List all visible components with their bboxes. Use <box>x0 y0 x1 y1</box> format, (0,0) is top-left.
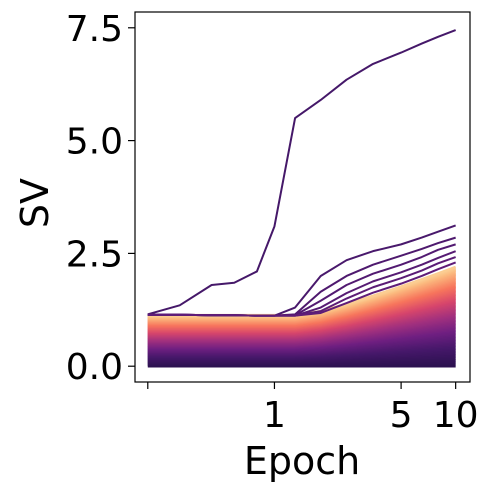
y-tick-label: 0.0 <box>66 347 123 388</box>
x-tick-label: 1 <box>263 395 286 436</box>
plot-area <box>147 29 457 368</box>
y-axis: 0.0 2.5 5.0 7.5 <box>66 9 135 388</box>
y-tick-label: 7.5 <box>66 9 123 50</box>
y-tick-label: 5.0 <box>66 122 123 163</box>
x-axis: 1 5 10 <box>147 382 479 436</box>
x-axis-label: Epoch <box>244 439 360 483</box>
y-tick-label: 2.5 <box>66 234 123 275</box>
sv-line-top-7 <box>147 261 457 317</box>
y-axis-label: SV <box>13 178 57 228</box>
sv-line-top-1 <box>147 29 457 316</box>
x-tick-label: 10 <box>433 395 479 436</box>
x-tick-label: 5 <box>390 395 413 436</box>
plot-frame <box>134 11 471 383</box>
